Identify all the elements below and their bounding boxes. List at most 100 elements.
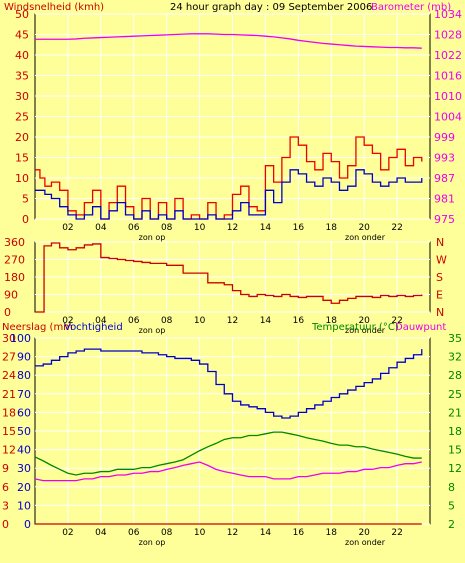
climate-panel-x-tick-label: 20 (358, 528, 370, 538)
wind-panel-x-tick-label: 12 (227, 223, 238, 233)
direction-panel-right-tick-label: N (436, 236, 444, 249)
series-temperatuur-line (34, 431, 422, 476)
wind-panel-x-tick-label: 20 (358, 223, 370, 233)
climate-panel-right-tick-label: 15 (448, 444, 462, 457)
direction-panel-left-tick-label: 270 (4, 254, 25, 267)
climate-panel-rain-left-tick-label: 27 (2, 351, 16, 364)
climate-panel-humidity-left-tick-label: 70 (17, 388, 31, 401)
series-vochtigheid-line (35, 348, 423, 419)
climate-panel-humidity-left-tick-label: 50 (17, 425, 31, 438)
climate-panel-right-tick-label: 21 (448, 406, 462, 419)
climate-panel-x-tick-label: 18 (326, 528, 338, 538)
climate-panel-rain-left-tick-label: 3 (2, 499, 9, 512)
wind-panel-left-tick-label: 40 (15, 49, 29, 62)
climate-panel-humidity-left-tick-label: 60 (17, 406, 31, 419)
wind-panel-x-tick-label: 06 (128, 223, 140, 233)
wind-panel-x-tick-label: 10 (194, 223, 206, 233)
temperature-axis-title: Temperatuur (°C) (311, 322, 399, 333)
direction-panel-x-tick-label: 14 (260, 316, 272, 326)
wind-panel-left-tick-label: 20 (15, 131, 29, 144)
wind-panel-left-tick-label: 45 (15, 29, 29, 42)
wind-panel-x-tick-label: 04 (95, 223, 107, 233)
wind-panel-right-tick-label: 1004 (434, 111, 462, 124)
direction-panel-x-tick-label: 16 (293, 316, 305, 326)
wind-panel-x-tick-label: 08 (161, 223, 173, 233)
climate-panel-x-tick-label: 14 (260, 528, 272, 538)
direction-panel-left-tick-label: 0 (4, 306, 11, 319)
direction-panel-x-tick-label: 10 (194, 316, 206, 326)
direction-panel-x-tick-label: 18 (326, 316, 338, 326)
direction-panel-right-tick-label: N (436, 306, 444, 319)
series-barometer-line (35, 33, 422, 49)
climate-panel-x-tick-label: 22 (391, 528, 402, 538)
direction-panel-x-tick-label: 06 (128, 316, 140, 326)
direction-panel-left-tick-label: 90 (4, 289, 18, 302)
climate-panel-humidity-left-tick-label: 10 (17, 499, 31, 512)
climate-panel-rain-left-tick-label: 24 (2, 369, 16, 382)
climate-panel-rain-left-tick-label: 6 (2, 481, 9, 494)
wind-panel-right-tick-label: 981 (434, 193, 455, 206)
climate-panel-right-tick-label: 25 (448, 388, 462, 401)
humidity-axis-title: Vochtigheid (64, 322, 123, 333)
wind-panel-left-tick-label: 25 (15, 111, 29, 124)
chart-title: 24 hour graph day : 09 September 2006 (170, 2, 372, 13)
climate-panel-right-tick-label: 2 (448, 518, 455, 531)
wind-panel-x-tick-label: 16 (293, 223, 305, 233)
climate-panel-humidity-left-tick-label: 90 (17, 351, 31, 364)
climate-panel-rain-left-tick-label: 0 (2, 518, 9, 531)
climate-panel-rain-left-tick-label: 9 (2, 462, 9, 475)
climate-panel-right-tick-label: 35 (448, 332, 462, 345)
climate-panel-humidity-left-tick-label: 20 (17, 481, 31, 494)
direction-panel-x-tick-label: 02 (62, 316, 73, 326)
direction-panel-sunset-label: zon onder (345, 326, 386, 335)
climate-panel-humidity-left-tick-label: 0 (24, 518, 31, 531)
wind-panel-left-tick-label: 5 (22, 193, 29, 206)
wind-panel-right-tick-label: 987 (434, 172, 455, 185)
climate-panel-humidity-left-tick-label: 40 (17, 444, 31, 457)
climate-panel-rain-left-tick-label: 21 (2, 388, 16, 401)
climate-panel-rain-left-tick-label: 15 (2, 425, 16, 438)
wind-panel-left-tick-label: 0 (22, 213, 29, 226)
climate-panel-x-tick-label: 06 (128, 528, 140, 538)
climate-panel-sunrise-label: zon op (139, 538, 166, 547)
climate-panel-right-tick-label: 12 (448, 462, 462, 475)
series-windsnelheid-line (35, 169, 423, 220)
direction-panel-x-tick-label: 20 (358, 316, 370, 326)
climate-panel-humidity-left-tick-label: 100 (10, 332, 31, 345)
wind-panel-sunset-label: zon onder (345, 233, 386, 242)
direction-panel-left-tick-label: 360 (4, 236, 25, 249)
climate-panel-humidity-left-tick-label: 30 (17, 462, 31, 475)
climate-panel-right-tick-label: 28 (448, 369, 462, 382)
series-windvlaag-line (35, 136, 423, 220)
wind-panel-right-tick-label: 1034 (434, 8, 462, 21)
wind-panel-right-tick-label: 975 (434, 213, 455, 226)
wind-panel-x-tick-label: 14 (260, 223, 272, 233)
climate-panel-rain-left-tick-label: 12 (2, 444, 16, 457)
climate-panel-rain-left-tick-label: 30 (2, 332, 16, 345)
wind-panel-left-tick-label: 50 (15, 8, 29, 21)
wind-panel-right-tick-label: 1022 (434, 49, 462, 62)
direction-panel-x-tick-label: 12 (227, 316, 238, 326)
climate-panel-rain-left-tick-label: 18 (2, 406, 16, 419)
wind-panel-right-tick-label: 1016 (434, 70, 462, 83)
wind-axis-title: Windsnelheid (kmh) (4, 2, 104, 13)
direction-panel-left-tick-label: 180 (4, 271, 25, 284)
direction-panel-right-tick-label: W (436, 254, 447, 267)
climate-panel-right-tick-label: 32 (448, 351, 462, 364)
wind-panel-sunrise-label: zon op (139, 233, 166, 242)
climate-panel-sunset-label: zon onder (345, 538, 386, 547)
wind-panel-right-tick-label: 993 (434, 152, 455, 165)
climate-panel-x-tick-label: 02 (62, 528, 73, 538)
wind-panel-left-tick-label: 15 (15, 152, 29, 165)
wind-panel-left-tick-label: 10 (15, 172, 29, 185)
wind-panel-right-tick-label: 1010 (434, 90, 462, 103)
series-windrichting-line (35, 242, 423, 313)
direction-panel-x-tick-label: 22 (391, 316, 402, 326)
direction-panel-right-tick-label: S (436, 271, 443, 284)
climate-panel-right-tick-label: 18 (448, 425, 462, 438)
direction-panel-x-tick-label: 08 (161, 316, 173, 326)
wind-panel-left-tick-label: 35 (15, 70, 29, 83)
direction-panel-sunrise-label: zon op (139, 326, 166, 335)
climate-panel-x-tick-label: 08 (161, 528, 173, 538)
